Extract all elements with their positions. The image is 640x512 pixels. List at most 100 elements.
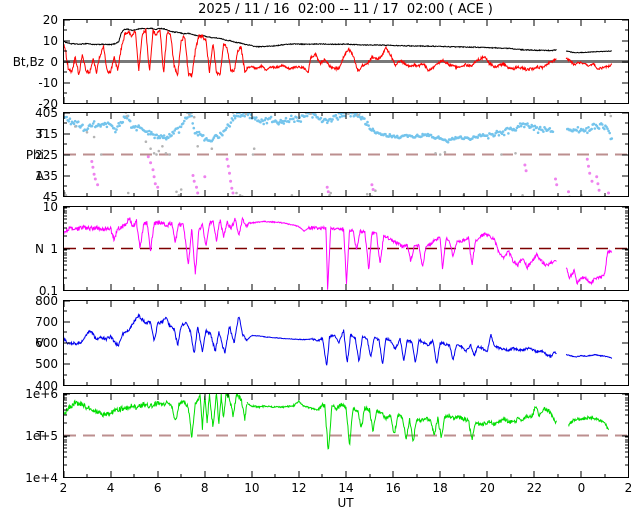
a-violet-dot [225, 157, 229, 161]
a-violet-dot [587, 164, 590, 168]
t-gray-dot [210, 147, 214, 150]
phi-dot [253, 118, 257, 121]
bz-trace [307, 45, 557, 73]
phi-dot [597, 127, 601, 130]
phi-dot [183, 119, 186, 123]
phi-dot [578, 129, 582, 133]
phi-dot [537, 127, 541, 131]
a-violet-dot [229, 179, 233, 183]
phi-dot [299, 120, 303, 123]
phi-dot [531, 125, 535, 128]
t-trace [317, 401, 557, 450]
phi-dot [303, 115, 307, 118]
phi-dot [548, 127, 552, 130]
phi-dot [585, 127, 588, 130]
x-tick-label: 2 [59, 481, 68, 495]
a-violet-dot [92, 172, 96, 176]
n-trace [63, 216, 250, 275]
phi-dot [497, 134, 501, 137]
phi-dot [529, 125, 532, 129]
a-violet-dot [371, 188, 375, 191]
t-gray-dot [126, 191, 130, 195]
phi-dot [295, 116, 298, 119]
phi-dot [420, 135, 423, 138]
a-violet-dot [149, 161, 153, 165]
panel-velocity [63, 300, 629, 386]
phi-dot [590, 127, 593, 131]
phi-dot [91, 122, 95, 125]
phi-dot [197, 130, 201, 134]
phi-dot [179, 125, 183, 129]
phi-dot [437, 135, 440, 138]
phi-dot [584, 129, 587, 132]
phi-dot [446, 140, 450, 144]
phi-dot [487, 137, 490, 140]
phi-dot [149, 132, 152, 136]
phi-dot [471, 137, 474, 140]
v-trace [246, 334, 312, 341]
phi-dot [536, 131, 540, 134]
phi-dot [607, 129, 610, 133]
phi-dot [290, 114, 293, 118]
phi-dot [288, 117, 292, 121]
a-violet-dot [151, 168, 155, 172]
phi-dot [608, 131, 611, 135]
phi-dot [338, 115, 342, 119]
y-tick-label: 1e+4 [25, 470, 58, 485]
a-violet-dot [597, 188, 601, 192]
phi-dot [519, 124, 523, 128]
t-gray-dot [609, 114, 613, 118]
t-gray-dot [290, 194, 294, 197]
t-gray-dot [500, 153, 503, 156]
t-gray-dot [196, 145, 199, 148]
phi-dot [314, 113, 317, 117]
phi-dot [342, 114, 346, 118]
x-tick-label: 18 [432, 481, 448, 495]
phi-dot [493, 134, 497, 137]
phi-dot [576, 126, 580, 129]
phi-dot [293, 120, 296, 123]
t-gray-dot [155, 153, 158, 156]
phi-dot [292, 117, 295, 121]
bz-trace [63, 28, 248, 78]
phi-dot [92, 120, 96, 123]
a-violet-dot [153, 182, 157, 186]
phi-dot [535, 126, 539, 129]
phi-dot [248, 116, 252, 120]
phi-dot [387, 135, 391, 138]
phi-dot [176, 126, 180, 130]
a-violet-dot [325, 185, 329, 189]
x-tick-label: 4 [106, 481, 115, 495]
phi-dot [486, 134, 489, 137]
y-tick-label: 400 [35, 378, 58, 393]
phi-dot [269, 115, 273, 119]
a-violet-dot [326, 190, 330, 194]
phi-dot [526, 122, 529, 125]
panel-frame-border [63, 19, 629, 104]
phi-dot [265, 121, 269, 125]
phi-dot [162, 134, 166, 137]
t-gray-dot [188, 113, 191, 117]
x-tick-label: 20 [479, 481, 495, 495]
a-violet-dot [195, 185, 198, 189]
y-tick-label: 10 [42, 199, 58, 214]
phi-dot [429, 133, 433, 137]
phi-dot [507, 132, 510, 135]
phi-dot [148, 129, 151, 133]
phi-dot [225, 126, 228, 130]
phi-dot [161, 136, 165, 140]
panel-axis-name: T [36, 126, 44, 141]
phi-dot [228, 125, 232, 128]
phi-dot [246, 113, 250, 117]
phi-dot [181, 122, 185, 125]
x-tick-label: 10 [244, 481, 260, 495]
phi-dot [603, 127, 606, 131]
panel-axis-name: Phi [25, 147, 44, 162]
a-violet-dot [554, 177, 557, 181]
phi-dot [77, 120, 80, 123]
panel-axis-name: N [35, 241, 44, 256]
phi-dot [532, 128, 536, 132]
a-violet-dot [203, 175, 207, 179]
phi-dot [287, 120, 291, 124]
panel-magnetic-field [63, 19, 629, 104]
